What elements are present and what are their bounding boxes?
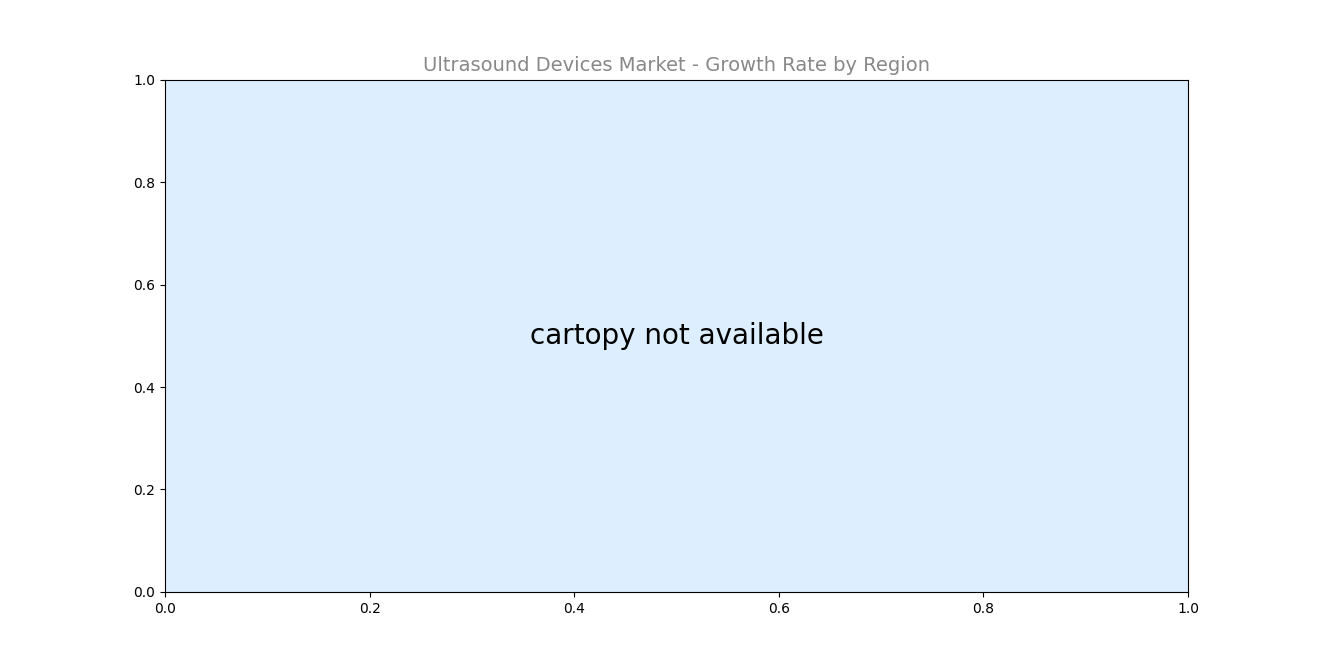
Text: cartopy not available: cartopy not available [529, 322, 824, 350]
Title: Ultrasound Devices Market - Growth Rate by Region: Ultrasound Devices Market - Growth Rate … [422, 57, 931, 75]
